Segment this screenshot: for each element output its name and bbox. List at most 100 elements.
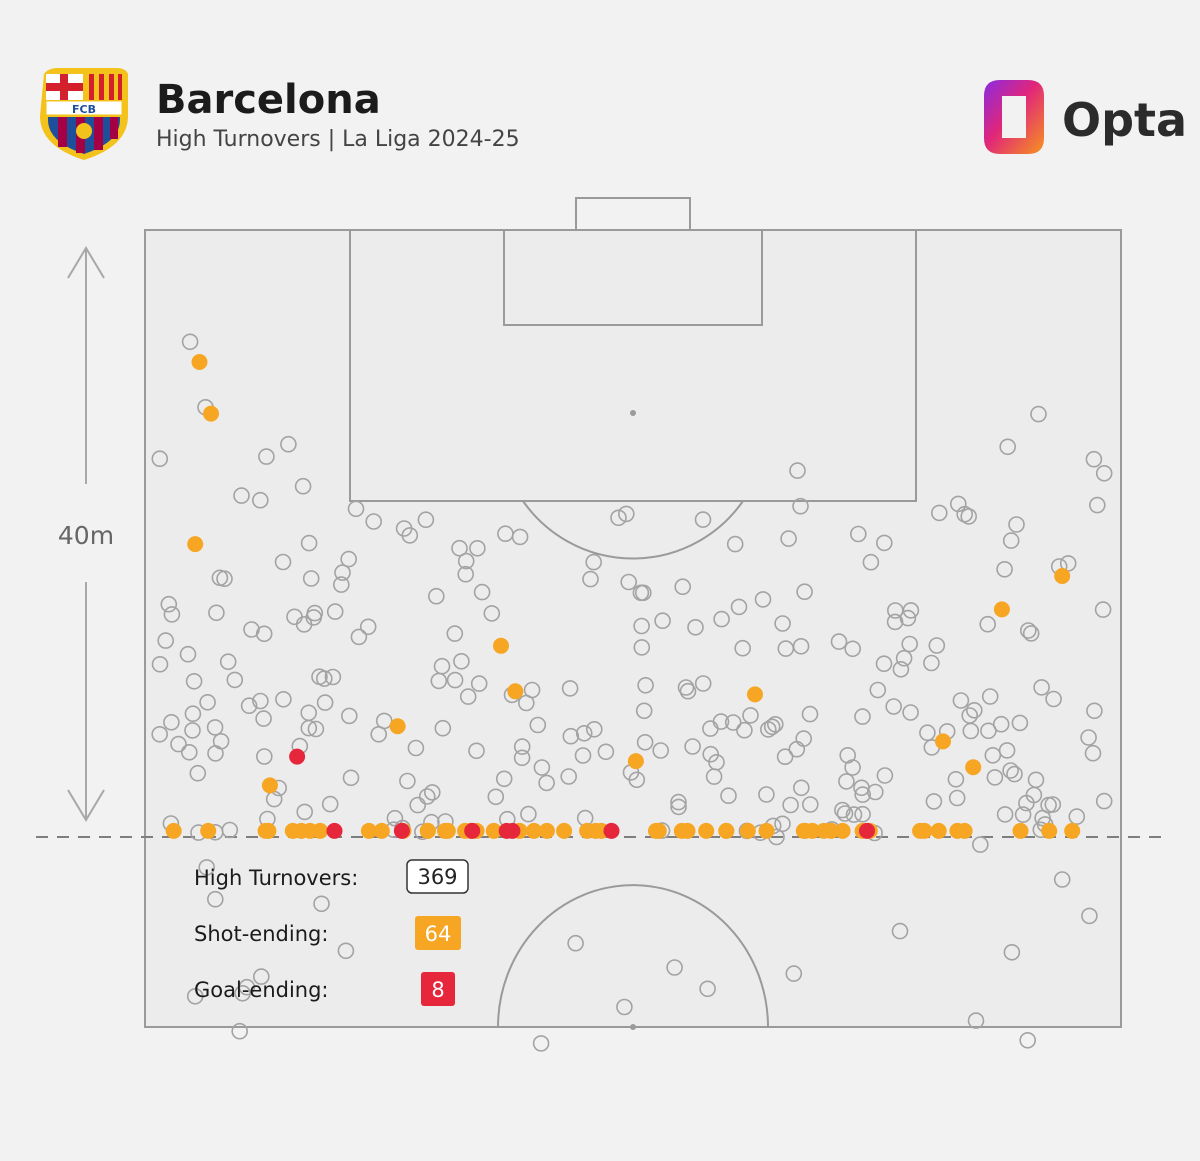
turnover-point — [1085, 450, 1103, 468]
shot-ending-point — [373, 822, 390, 839]
shot-ending-point — [627, 753, 644, 770]
turnover-point — [238, 978, 256, 996]
turnover-point — [960, 508, 978, 525]
turnover-point — [754, 591, 772, 608]
turnover-point — [226, 671, 244, 689]
shot-ending-point — [203, 405, 219, 422]
turnover-point — [862, 553, 880, 571]
shot-ending-point — [165, 822, 182, 839]
turnover-point — [163, 713, 180, 731]
turnover-point — [483, 605, 501, 622]
turnover-point — [286, 608, 303, 626]
turnover-point — [538, 774, 555, 792]
turnover-point — [801, 796, 819, 813]
turnover-point — [758, 786, 775, 803]
turnover-point — [849, 525, 867, 543]
turnover-point — [324, 668, 342, 686]
turnover-point — [219, 653, 237, 671]
pitch — [144, 197, 1122, 1030]
shot-ending-point — [526, 822, 542, 839]
turnover-point — [610, 509, 627, 527]
turnover-point — [875, 534, 893, 552]
distance-label: 40m — [58, 521, 114, 550]
turnover-point — [359, 618, 377, 636]
turnover-point — [776, 748, 794, 766]
turnover-point — [231, 1022, 248, 1040]
turnover-point — [796, 583, 813, 601]
turnover-point — [1053, 871, 1071, 888]
turnover-point — [434, 719, 452, 737]
turnover-point — [446, 671, 464, 689]
turnover-point — [836, 805, 854, 822]
goal-ending-point — [859, 822, 875, 839]
shot-ending-point — [935, 733, 951, 750]
turnover-point — [597, 743, 615, 761]
turnover-point — [687, 618, 704, 636]
turnover-point — [998, 742, 1016, 759]
turnover-point — [617, 505, 635, 523]
shot-ending-point — [191, 354, 208, 370]
turnover-point — [801, 705, 819, 723]
turnover-point — [633, 617, 650, 635]
turnover-point — [899, 609, 917, 627]
turnover-point — [1014, 806, 1032, 823]
opta-logo: Opta — [984, 80, 1187, 154]
turnover-point — [875, 655, 893, 673]
turnover-point — [885, 698, 903, 715]
turnover-point — [677, 679, 695, 696]
turnovers-badge — [406, 859, 469, 894]
turnover-point — [233, 487, 250, 504]
turnover-point — [789, 462, 806, 479]
turnover-point — [785, 965, 803, 982]
shot-ending-point — [930, 822, 947, 839]
centre-circle — [497, 884, 769, 1028]
opta-mark-icon — [984, 80, 1044, 154]
turnover-point — [635, 702, 653, 720]
turnover-point — [300, 704, 318, 722]
turnover-point — [726, 535, 744, 553]
turnover-point — [296, 803, 314, 821]
shot-ending-point — [747, 686, 763, 703]
turnover-point — [446, 625, 464, 642]
turnover-point — [854, 708, 871, 725]
turnover-point — [1025, 786, 1043, 804]
turnover-point — [216, 570, 233, 588]
turnover-point — [1095, 464, 1113, 482]
turnover-point — [694, 511, 712, 528]
turnover-point — [702, 720, 719, 737]
arrow-down-icon — [67, 789, 105, 822]
turnover-point — [996, 560, 1013, 578]
shot-ending-point — [1064, 822, 1081, 839]
goal-ending-point — [289, 748, 306, 765]
shot-ending-point — [389, 718, 406, 735]
turnover-point — [221, 821, 239, 839]
turnover-point — [274, 553, 292, 571]
turnover-point — [582, 570, 599, 588]
turnover-point — [979, 615, 997, 633]
turnover-point — [316, 694, 334, 711]
turnover-point — [206, 719, 224, 736]
turnover-point — [337, 942, 355, 960]
turnover-point — [999, 438, 1017, 456]
turnover-point — [459, 688, 477, 705]
turnover-point — [332, 576, 350, 593]
turnover-point — [1003, 943, 1021, 961]
turnover-point — [854, 805, 871, 823]
turnover-point — [766, 715, 784, 733]
turnover-point — [948, 789, 966, 807]
turnover-point — [409, 796, 427, 814]
turnover-point — [902, 602, 920, 619]
shot-ending-point — [538, 822, 555, 839]
turnover-point — [307, 720, 325, 738]
fcb-crest-logo: FCB — [40, 68, 128, 160]
distance-marker: 40m — [58, 246, 114, 822]
turnover-point — [511, 528, 529, 546]
turnover-point — [574, 747, 592, 764]
turnover-point — [633, 639, 651, 656]
turnover-point — [1080, 729, 1097, 746]
turnover-point — [844, 759, 861, 776]
turnover-point — [694, 675, 712, 692]
shot-ending-point — [916, 822, 933, 839]
turnover-point — [470, 675, 488, 692]
